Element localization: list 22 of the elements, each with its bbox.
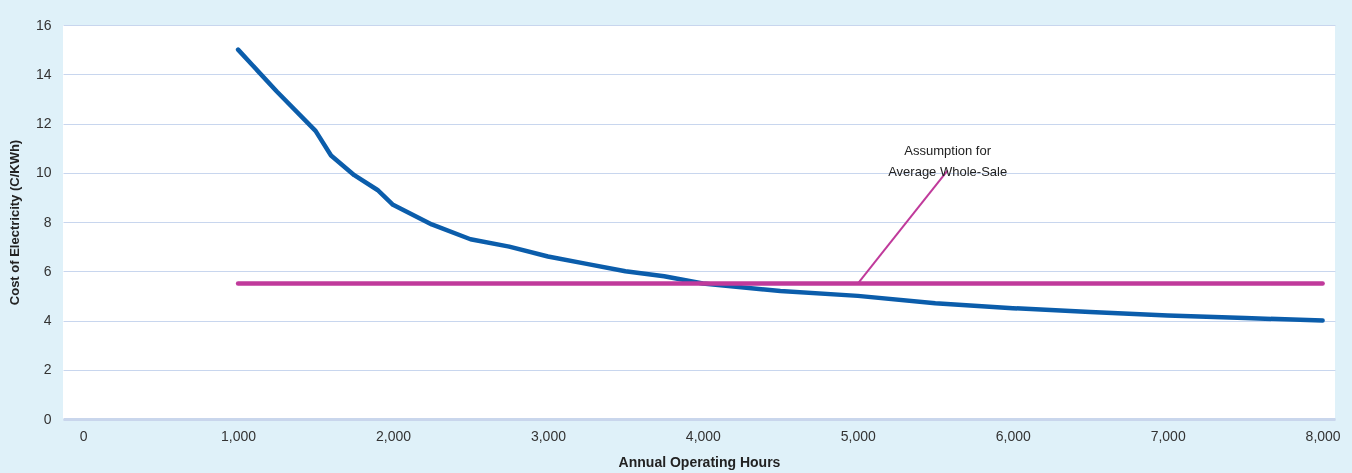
x-tick-label: 2,000 <box>375 427 412 444</box>
x-tick-label: 3,000 <box>530 427 567 444</box>
annotation: Assumption for Average Whole-Sale <box>888 143 1008 180</box>
x-tick-label: 4,000 <box>685 427 722 444</box>
y-tick-label: 4 <box>43 312 52 328</box>
x-tick-label: 8,000 <box>1305 427 1341 444</box>
y-tick-label: 10 <box>35 164 52 181</box>
x-tick-label: 6,000 <box>995 427 1031 444</box>
y-tick-label: 14 <box>35 65 52 82</box>
x-tick-label: 0 <box>79 427 88 444</box>
y-tick-label: 8 <box>43 213 52 230</box>
y-axis-title: Cost of Electricity (C/KWh) <box>6 139 22 306</box>
x-tick-label: 5,000 <box>840 427 877 444</box>
y-tick-label: 12 <box>35 115 52 131</box>
y-tick-label: 2 <box>43 361 52 378</box>
y-tick-label: 16 <box>35 16 52 33</box>
x-tick-label: 7,000 <box>1150 427 1186 444</box>
y-tick-label: 6 <box>43 262 52 279</box>
x-tick-label: 1,000 <box>221 427 257 444</box>
line-series <box>235 47 1325 323</box>
y-tick-label: 0 <box>43 410 52 427</box>
x-axis-title: Annual Operating Hours <box>618 453 781 470</box>
